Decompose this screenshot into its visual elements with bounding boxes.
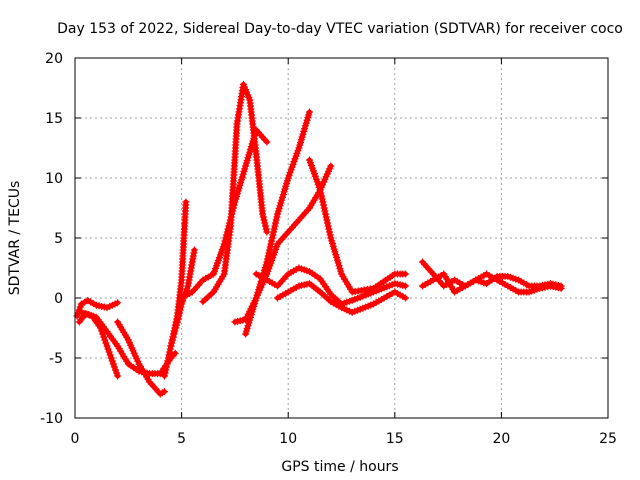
data-point (268, 237, 275, 245)
data-point (262, 225, 270, 233)
data-point (182, 198, 190, 206)
data-point (266, 246, 273, 254)
data-point (325, 225, 333, 233)
data-point (321, 207, 329, 215)
x-tick-label: 20 (492, 431, 510, 447)
data-point (101, 336, 109, 344)
data-point (161, 388, 168, 396)
data-point (100, 333, 108, 341)
data-point (171, 327, 179, 335)
data-point (402, 270, 409, 278)
series-arc-12 (306, 156, 409, 296)
data-point (270, 228, 277, 236)
x-tick-label: 5 (177, 431, 186, 447)
data-point (270, 225, 278, 233)
data-point (103, 342, 111, 350)
data-point (114, 299, 122, 307)
data-point (168, 339, 176, 347)
data-point (320, 201, 327, 209)
data-point (114, 372, 122, 380)
data-point (104, 345, 112, 353)
series-arc-7 (173, 126, 271, 326)
series-arc-4 (114, 318, 168, 398)
data-point (318, 192, 325, 200)
data-point (106, 351, 114, 359)
data-point (324, 219, 331, 227)
x-tick-label: 10 (279, 431, 297, 447)
data-point (272, 219, 279, 227)
data-point (108, 357, 116, 365)
data-point (317, 189, 325, 197)
data-point (105, 348, 113, 356)
data-point (98, 327, 106, 335)
data-point (190, 246, 198, 254)
data-point (319, 198, 327, 206)
data-point (327, 162, 335, 170)
y-tick-label: -5 (49, 351, 63, 367)
chart-title: Day 153 of 2022, Sidereal Day-to-day VTE… (57, 21, 623, 37)
series-arc-15 (419, 270, 565, 296)
data-point (402, 282, 409, 290)
series-arc-10 (242, 162, 335, 338)
data-point (162, 366, 170, 374)
series-arc-9 (231, 108, 313, 326)
y-tick-label: 15 (45, 111, 63, 127)
data-point (263, 138, 271, 146)
data-point (97, 324, 105, 332)
data-point (110, 363, 118, 371)
data-point (169, 336, 176, 344)
data-point (323, 216, 331, 224)
y-tick-label: -10 (40, 411, 63, 427)
data-point (169, 333, 177, 341)
data-point (263, 228, 271, 236)
data-point (264, 252, 272, 260)
data-point (306, 108, 313, 116)
series-arc-3 (77, 308, 122, 380)
data-point (261, 219, 269, 227)
data-point (172, 324, 180, 332)
series-arc-13 (274, 280, 409, 316)
data-point (402, 294, 409, 302)
data-point (112, 366, 119, 374)
y-axis-label: SDTVAR / TECUs (7, 181, 23, 296)
data-series (73, 80, 565, 398)
data-point (326, 228, 333, 236)
data-point (99, 330, 107, 338)
x-tick-label: 0 (71, 431, 80, 447)
x-axis-label: GPS time / hours (281, 459, 398, 475)
x-tick-label: 15 (386, 431, 404, 447)
data-point (161, 372, 168, 380)
data-point (322, 210, 329, 218)
grid (75, 58, 608, 418)
data-point (170, 330, 178, 338)
y-tick-label: 10 (45, 171, 63, 187)
data-point (107, 354, 115, 362)
data-point (557, 282, 565, 290)
data-point (113, 369, 121, 377)
data-point (102, 339, 110, 347)
data-point (183, 285, 191, 293)
data-point (266, 243, 274, 251)
data-point (262, 222, 269, 230)
data-point (167, 342, 175, 350)
data-point (76, 303, 84, 311)
y-tick-label: 20 (45, 51, 63, 67)
data-point (109, 360, 117, 368)
axis-ticks: 0 5 10 15 20 25 -10 -5 0 5 10 15 20 (40, 51, 617, 447)
data-point (268, 234, 276, 242)
data-point (164, 357, 172, 365)
series-arc-8 (199, 80, 271, 306)
data-point (171, 349, 179, 357)
data-point (272, 216, 280, 224)
data-point (259, 210, 267, 218)
data-point (259, 213, 267, 221)
x-tick-label: 25 (599, 431, 617, 447)
y-tick-label: 0 (54, 291, 63, 307)
data-point (165, 351, 173, 359)
data-point (260, 216, 268, 224)
y-tick-label: 5 (54, 231, 63, 247)
